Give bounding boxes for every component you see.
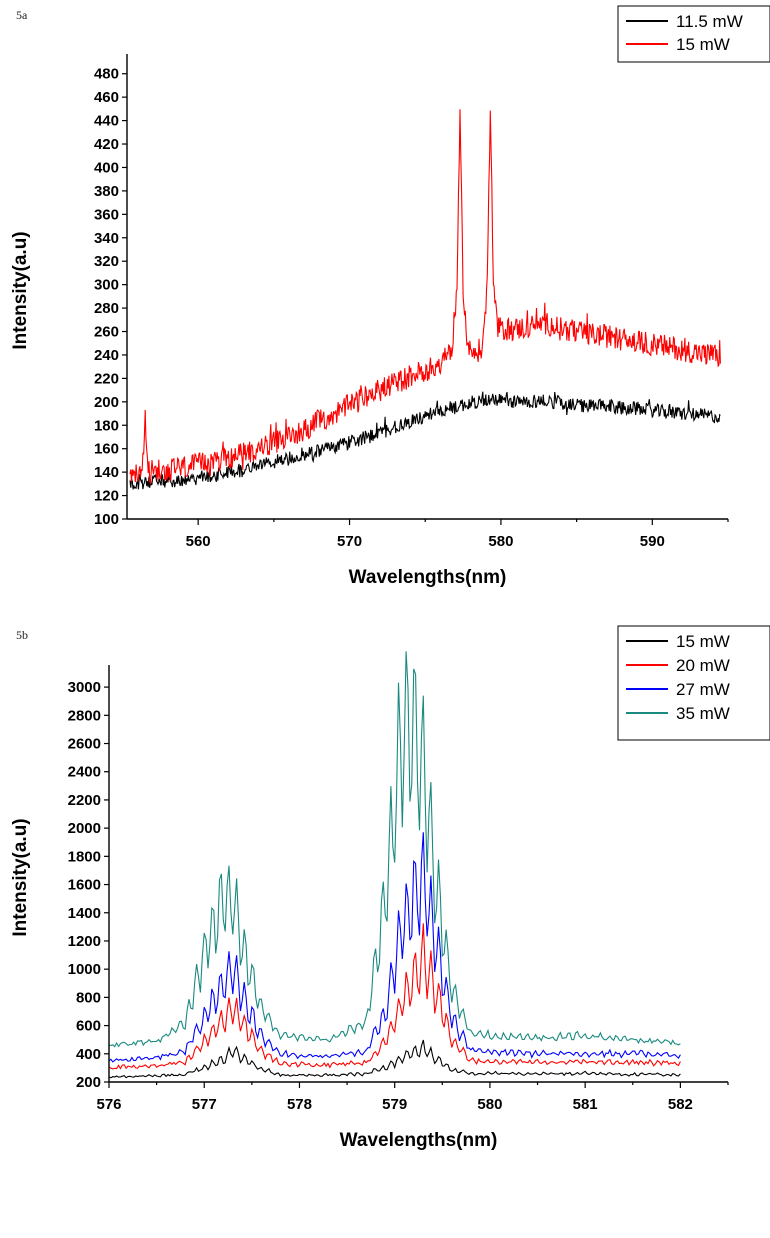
x-axis-title: Wavelengths(nm)	[340, 1130, 498, 1151]
y-tick-label: 300	[94, 277, 119, 294]
y-tick-label: 2600	[68, 736, 101, 753]
y-tick-label: 440	[94, 113, 119, 130]
y-tick-label: 120	[94, 488, 119, 505]
y-tick-label: 400	[94, 159, 119, 176]
y-tick-label: 480	[94, 66, 119, 83]
y-tick-label: 380	[94, 183, 119, 200]
y-tick-label: 200	[76, 1074, 101, 1091]
y-tick-label: 140	[94, 464, 119, 481]
legend-label: 15 mW	[676, 35, 730, 54]
y-tick-label: 420	[94, 136, 119, 153]
x-tick-label: 590	[640, 533, 665, 550]
y-tick-label: 2800	[68, 707, 101, 724]
y-tick-label: 1600	[68, 877, 101, 894]
y-tick-label: 240	[94, 347, 119, 364]
y-axis-title: Intensity(a.u)	[10, 818, 31, 936]
chart-5b-svg: 200 400 600 800 1000 1200 1400 1600 1800 2000 2200…	[10, 625, 770, 1151]
y-tick-label: 1000	[68, 961, 101, 978]
legend-box	[617, 625, 770, 741]
y-tick-label: 1800	[68, 848, 101, 865]
legend-label: 35 mW	[676, 704, 730, 723]
legend-label: 20 mW	[676, 656, 730, 675]
chart-panel-5a: 5a 100 120 140 160 180 200 220 240 260 280 300 320 3…	[0, 0, 770, 610]
y-tick-label: 320	[94, 253, 119, 270]
x-tick-label: 580	[488, 533, 513, 550]
x-tick-label: 578	[287, 1096, 312, 1113]
y-tick-label: 3000	[68, 679, 101, 696]
y-tick-label: 400	[76, 1046, 101, 1063]
y-tick-label: 340	[94, 230, 119, 247]
y-tick-label: 180	[94, 417, 119, 434]
y-tick-label: 1400	[68, 905, 101, 922]
y-axis-title: Intensity(a.u)	[10, 231, 31, 349]
series-group	[108, 651, 681, 1079]
series-line-20-mw	[108, 923, 681, 1070]
x-axis-title: Wavelengths(nm)	[349, 567, 507, 588]
series-line-11-5-mw	[129, 391, 721, 490]
y-tick-label: 160	[94, 441, 119, 458]
x-tick-label: 576	[96, 1096, 121, 1113]
legend-box	[617, 5, 770, 63]
x-tick-label: 580	[477, 1096, 502, 1113]
panel-label: 5a	[16, 8, 28, 22]
series-line-15-mw	[129, 109, 721, 485]
series-line-15-mw	[108, 1039, 681, 1079]
series-line-27-mw	[108, 832, 681, 1063]
y-tick-label: 360	[94, 206, 119, 223]
y-tick-label: 200	[94, 394, 119, 411]
x-tick-label: 579	[382, 1096, 407, 1113]
legend-label: 27 mW	[676, 680, 730, 699]
chart-panel-5b: 5b 200 400 600 800 1000 1200 1400 1600 1800 2000 2…	[0, 620, 770, 1238]
x-tick-label: 581	[573, 1096, 598, 1113]
series-group	[129, 109, 721, 490]
y-tick-label: 2200	[68, 792, 101, 809]
y-tick-label: 2400	[68, 764, 101, 781]
x-tick-label: 582	[668, 1096, 693, 1113]
panel-label: 5b	[16, 628, 28, 642]
legend: 11.5 mW 15 mW	[617, 5, 770, 63]
legend: 15 mW 20 mW 27 mW 35 mW	[617, 625, 770, 741]
legend-label: 15 mW	[676, 632, 730, 651]
x-tick-label: 570	[337, 533, 362, 550]
chart-5a-svg: 100 120 140 160 180 200 220 240 260 280 300 320 340 3…	[10, 5, 770, 588]
x-tick-label: 577	[192, 1096, 217, 1113]
y-tick-label: 460	[94, 89, 119, 106]
y-tick-label: 600	[76, 1018, 101, 1035]
x-tick-label: 560	[186, 533, 211, 550]
y-tick-label: 260	[94, 324, 119, 341]
y-tick-label: 220	[94, 370, 119, 387]
y-tick-label: 1200	[68, 933, 101, 950]
y-tick-label: 800	[76, 989, 101, 1006]
y-tick-label: 100	[94, 511, 119, 528]
y-tick-label: 2000	[68, 820, 101, 837]
y-tick-label: 280	[94, 300, 119, 317]
legend-label: 11.5 mW	[676, 12, 743, 31]
series-line-35-mw	[108, 651, 681, 1048]
